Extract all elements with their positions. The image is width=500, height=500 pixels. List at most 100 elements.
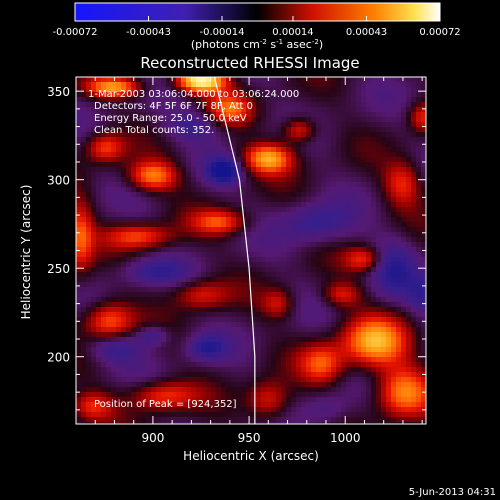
- heatmap-cell: [171, 262, 177, 268]
- heatmap-cell: [136, 207, 142, 213]
- heatmap-cell: [366, 197, 372, 203]
- heatmap-cell: [226, 137, 232, 143]
- heatmap-cell: [226, 282, 232, 288]
- heatmap-cell: [166, 422, 172, 424]
- heatmap-cell: [361, 257, 367, 263]
- heatmap-cell: [301, 257, 307, 263]
- heatmap-cell: [356, 182, 362, 188]
- heatmap-cell: [331, 292, 337, 298]
- heatmap-cell: [231, 352, 237, 358]
- heatmap-cell: [356, 342, 362, 348]
- heatmap-cell: [211, 227, 217, 233]
- heatmap-cell: [206, 227, 212, 233]
- heatmap-cell: [401, 107, 407, 113]
- heatmap-cell: [396, 82, 402, 88]
- heatmap-cell: [266, 237, 272, 243]
- heatmap-cell: [346, 137, 352, 143]
- heatmap-cell: [216, 202, 222, 208]
- heatmap-cell: [151, 297, 157, 303]
- heatmap-cell: [356, 227, 362, 233]
- heatmap-cell: [241, 247, 247, 253]
- heatmap-cell: [166, 142, 172, 148]
- heatmap-cell: [176, 327, 182, 333]
- heatmap-cell: [371, 152, 377, 158]
- heatmap-cell: [101, 162, 107, 168]
- heatmap-cell: [251, 312, 257, 318]
- heatmap-cell: [251, 417, 257, 423]
- heatmap-cell: [346, 247, 352, 253]
- heatmap-cell: [381, 117, 387, 123]
- heatmap-cell: [226, 117, 232, 123]
- heatmap-cell: [401, 192, 407, 198]
- heatmap-cell: [221, 327, 227, 333]
- heatmap-cell: [371, 332, 377, 338]
- heatmap-cell: [246, 347, 252, 353]
- heatmap-cell: [336, 92, 342, 98]
- heatmap-cell: [241, 177, 247, 183]
- heatmap-cell: [121, 262, 127, 268]
- heatmap-cell: [191, 342, 197, 348]
- heatmap-cell: [236, 137, 242, 143]
- heatmap-cell: [231, 337, 237, 343]
- heatmap-cell: [306, 247, 312, 253]
- heatmap-cell: [421, 92, 426, 98]
- heatmap-cell: [246, 357, 252, 363]
- heatmap-cell: [171, 222, 177, 228]
- heatmap-cell: [291, 192, 297, 198]
- heatmap-cell: [156, 342, 162, 348]
- heatmap-cell: [181, 152, 187, 158]
- heatmap-cell: [116, 292, 122, 298]
- heatmap-cell: [161, 172, 167, 178]
- heatmap-cell: [246, 412, 252, 418]
- heatmap-cell: [136, 327, 142, 333]
- heatmap-cell: [191, 202, 197, 208]
- heatmap-cell: [131, 397, 137, 403]
- heatmap-cell: [161, 87, 167, 93]
- heatmap-cell: [156, 357, 162, 363]
- heatmap-cell: [386, 197, 392, 203]
- heatmap-cell: [161, 237, 167, 243]
- heatmap-cell: [186, 172, 192, 178]
- heatmap-cell: [336, 272, 342, 278]
- heatmap-cell: [141, 337, 147, 343]
- heatmap-cell: [291, 402, 297, 408]
- heatmap-cell: [316, 282, 322, 288]
- heatmap-cell: [356, 312, 362, 318]
- heatmap-cell: [396, 112, 402, 118]
- heatmap-cell: [201, 122, 207, 128]
- heatmap-cell: [231, 312, 237, 318]
- heatmap-cell: [261, 352, 267, 358]
- heatmap-cell: [261, 402, 267, 408]
- heatmap-cell: [306, 237, 312, 243]
- heatmap-cell: [201, 332, 207, 338]
- heatmap-cell: [421, 297, 426, 303]
- heatmap-cell: [181, 122, 187, 128]
- heatmap-cell: [166, 82, 172, 88]
- heatmap-cell: [171, 127, 177, 133]
- heatmap-cell: [106, 112, 112, 118]
- heatmap-cell: [366, 312, 372, 318]
- heatmap-cell: [331, 277, 337, 283]
- heatmap-cell: [176, 177, 182, 183]
- heatmap-cell: [336, 417, 342, 423]
- heatmap-cell: [331, 367, 337, 373]
- heatmap-cell: [101, 402, 107, 408]
- heatmap-cell: [91, 132, 97, 138]
- heatmap-cell: [401, 412, 407, 418]
- heatmap-cell: [86, 112, 92, 118]
- heatmap-cell: [116, 187, 122, 193]
- heatmap-cell: [211, 377, 217, 383]
- heatmap-cell: [291, 327, 297, 333]
- heatmap-cell: [336, 107, 342, 113]
- heatmap-cell: [181, 197, 187, 203]
- heatmap-cell: [266, 202, 272, 208]
- heatmap-cell: [421, 352, 426, 358]
- heatmap-cell: [176, 417, 182, 423]
- heatmap-cell: [346, 232, 352, 238]
- heatmap-cell: [196, 257, 202, 263]
- heatmap-cell: [291, 312, 297, 318]
- heatmap-cell: [291, 187, 297, 193]
- heatmap-cell: [361, 77, 367, 83]
- heatmap-cell: [106, 417, 112, 423]
- heatmap-cell: [256, 187, 262, 193]
